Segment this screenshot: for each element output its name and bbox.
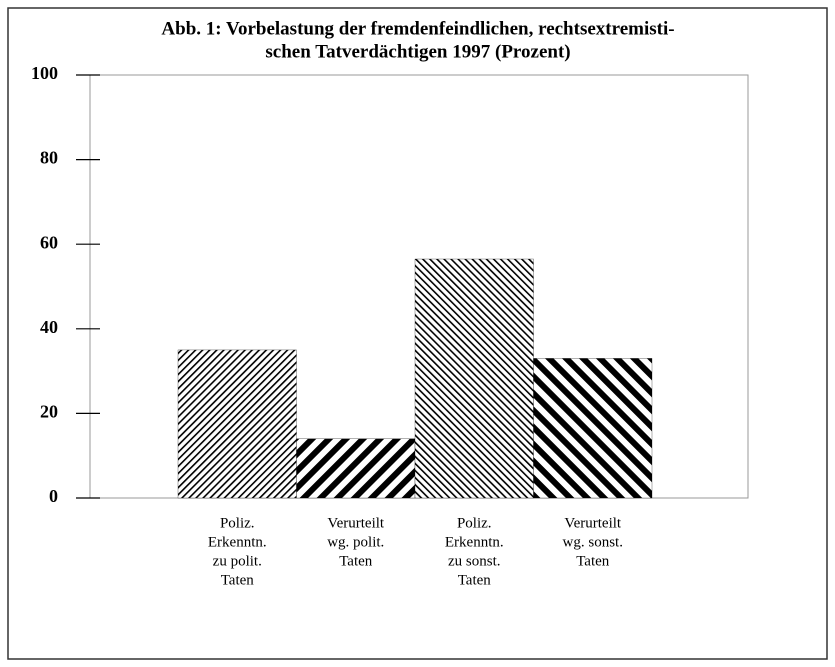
y-tick-label: 0 (49, 486, 58, 506)
bar (414, 258, 534, 499)
y-tick-label: 100 (31, 63, 58, 83)
y-tick-label: 80 (40, 148, 58, 168)
x-tick-label: Taten (458, 572, 492, 588)
x-tick-label: Taten (339, 553, 373, 569)
y-tick-label: 40 (40, 317, 58, 337)
y-tick-label: 20 (40, 402, 58, 422)
x-tick-label: Verurteilt (564, 515, 621, 531)
x-tick-label: wg. sonst. (563, 534, 623, 550)
bar (177, 349, 297, 499)
y-tick-label: 60 (40, 232, 58, 252)
x-tick-label: Taten (221, 572, 255, 588)
chart-title: schen Tatverdächtigen 1997 (Prozent) (265, 41, 570, 62)
x-tick-label: Erkenntn. (445, 534, 504, 550)
x-tick-label: wg. polit. (327, 534, 384, 550)
x-tick-label: Taten (576, 553, 610, 569)
x-tick-label: zu sonst. (448, 553, 501, 569)
frame (7, 7, 828, 660)
bar (296, 438, 416, 499)
x-tick-label: Verurteilt (327, 515, 384, 531)
x-tick-label: Poliz. (457, 515, 492, 531)
bar (533, 358, 653, 499)
x-tick-label: Poliz. (220, 515, 255, 531)
x-tick-label: Erkenntn. (208, 534, 267, 550)
x-tick-label: zu polit. (213, 553, 262, 569)
chart-title: Abb. 1: Vorbelastung der fremdenfeindlic… (161, 18, 674, 39)
